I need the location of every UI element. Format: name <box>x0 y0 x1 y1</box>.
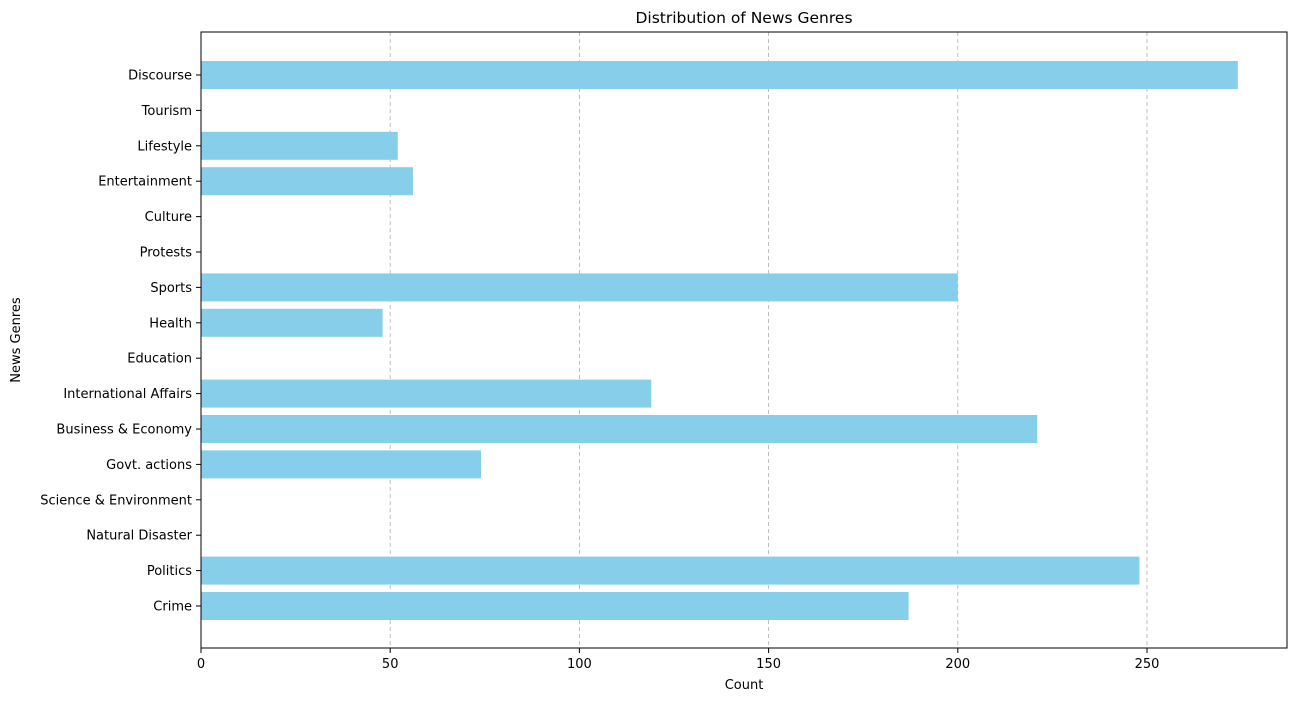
y-tick-label: Govt. actions <box>106 458 192 473</box>
y-tick-label: Natural Disaster <box>86 529 192 544</box>
bars <box>201 61 1238 620</box>
plot-frame <box>200 31 1288 649</box>
bar <box>201 592 909 620</box>
bar <box>201 415 1038 443</box>
y-tick-label: Crime <box>153 600 192 615</box>
y-tick-label: Entertainment <box>98 175 192 190</box>
bar <box>201 379 652 408</box>
bar <box>201 273 958 302</box>
bar <box>201 61 1238 89</box>
y-tick-label: Education <box>127 352 192 367</box>
y-tick-label: Discourse <box>128 69 192 84</box>
x-tick-label: 250 <box>1135 657 1160 672</box>
chart-title: Distribution of News Genres <box>635 9 852 27</box>
x-axis-ticks: 0 50 100 150 200 250 <box>197 648 1160 672</box>
y-axis-label: News Genres <box>9 297 24 383</box>
bar <box>201 308 383 337</box>
y-tick-label: International Affairs <box>63 387 192 402</box>
bar <box>201 450 482 479</box>
y-tick-label: Business & Economy <box>56 423 192 438</box>
y-tick-label: Lifestyle <box>137 139 192 154</box>
y-tick-label: Politics <box>147 564 192 579</box>
y-tick-label: Health <box>149 316 192 331</box>
x-tick-label: 100 <box>567 657 592 672</box>
bar <box>201 167 413 196</box>
bar <box>201 556 1140 585</box>
y-tick-label: Protests <box>140 246 193 261</box>
bar <box>201 131 398 160</box>
x-tick-label: 200 <box>945 657 970 672</box>
y-tick-label: Science & Environment <box>40 493 192 508</box>
x-tick-label: 50 <box>382 657 399 672</box>
y-tick-label: Culture <box>145 210 192 225</box>
x-tick-label: 0 <box>197 657 205 672</box>
y-axis-ticks: Crime Politics Natural Disaster Science & E… <box>40 69 201 615</box>
y-tick-label: Tourism <box>141 104 192 119</box>
x-tick-label: 150 <box>756 657 781 672</box>
y-tick-label: Sports <box>150 281 192 296</box>
x-axis-label: Count <box>725 678 764 693</box>
